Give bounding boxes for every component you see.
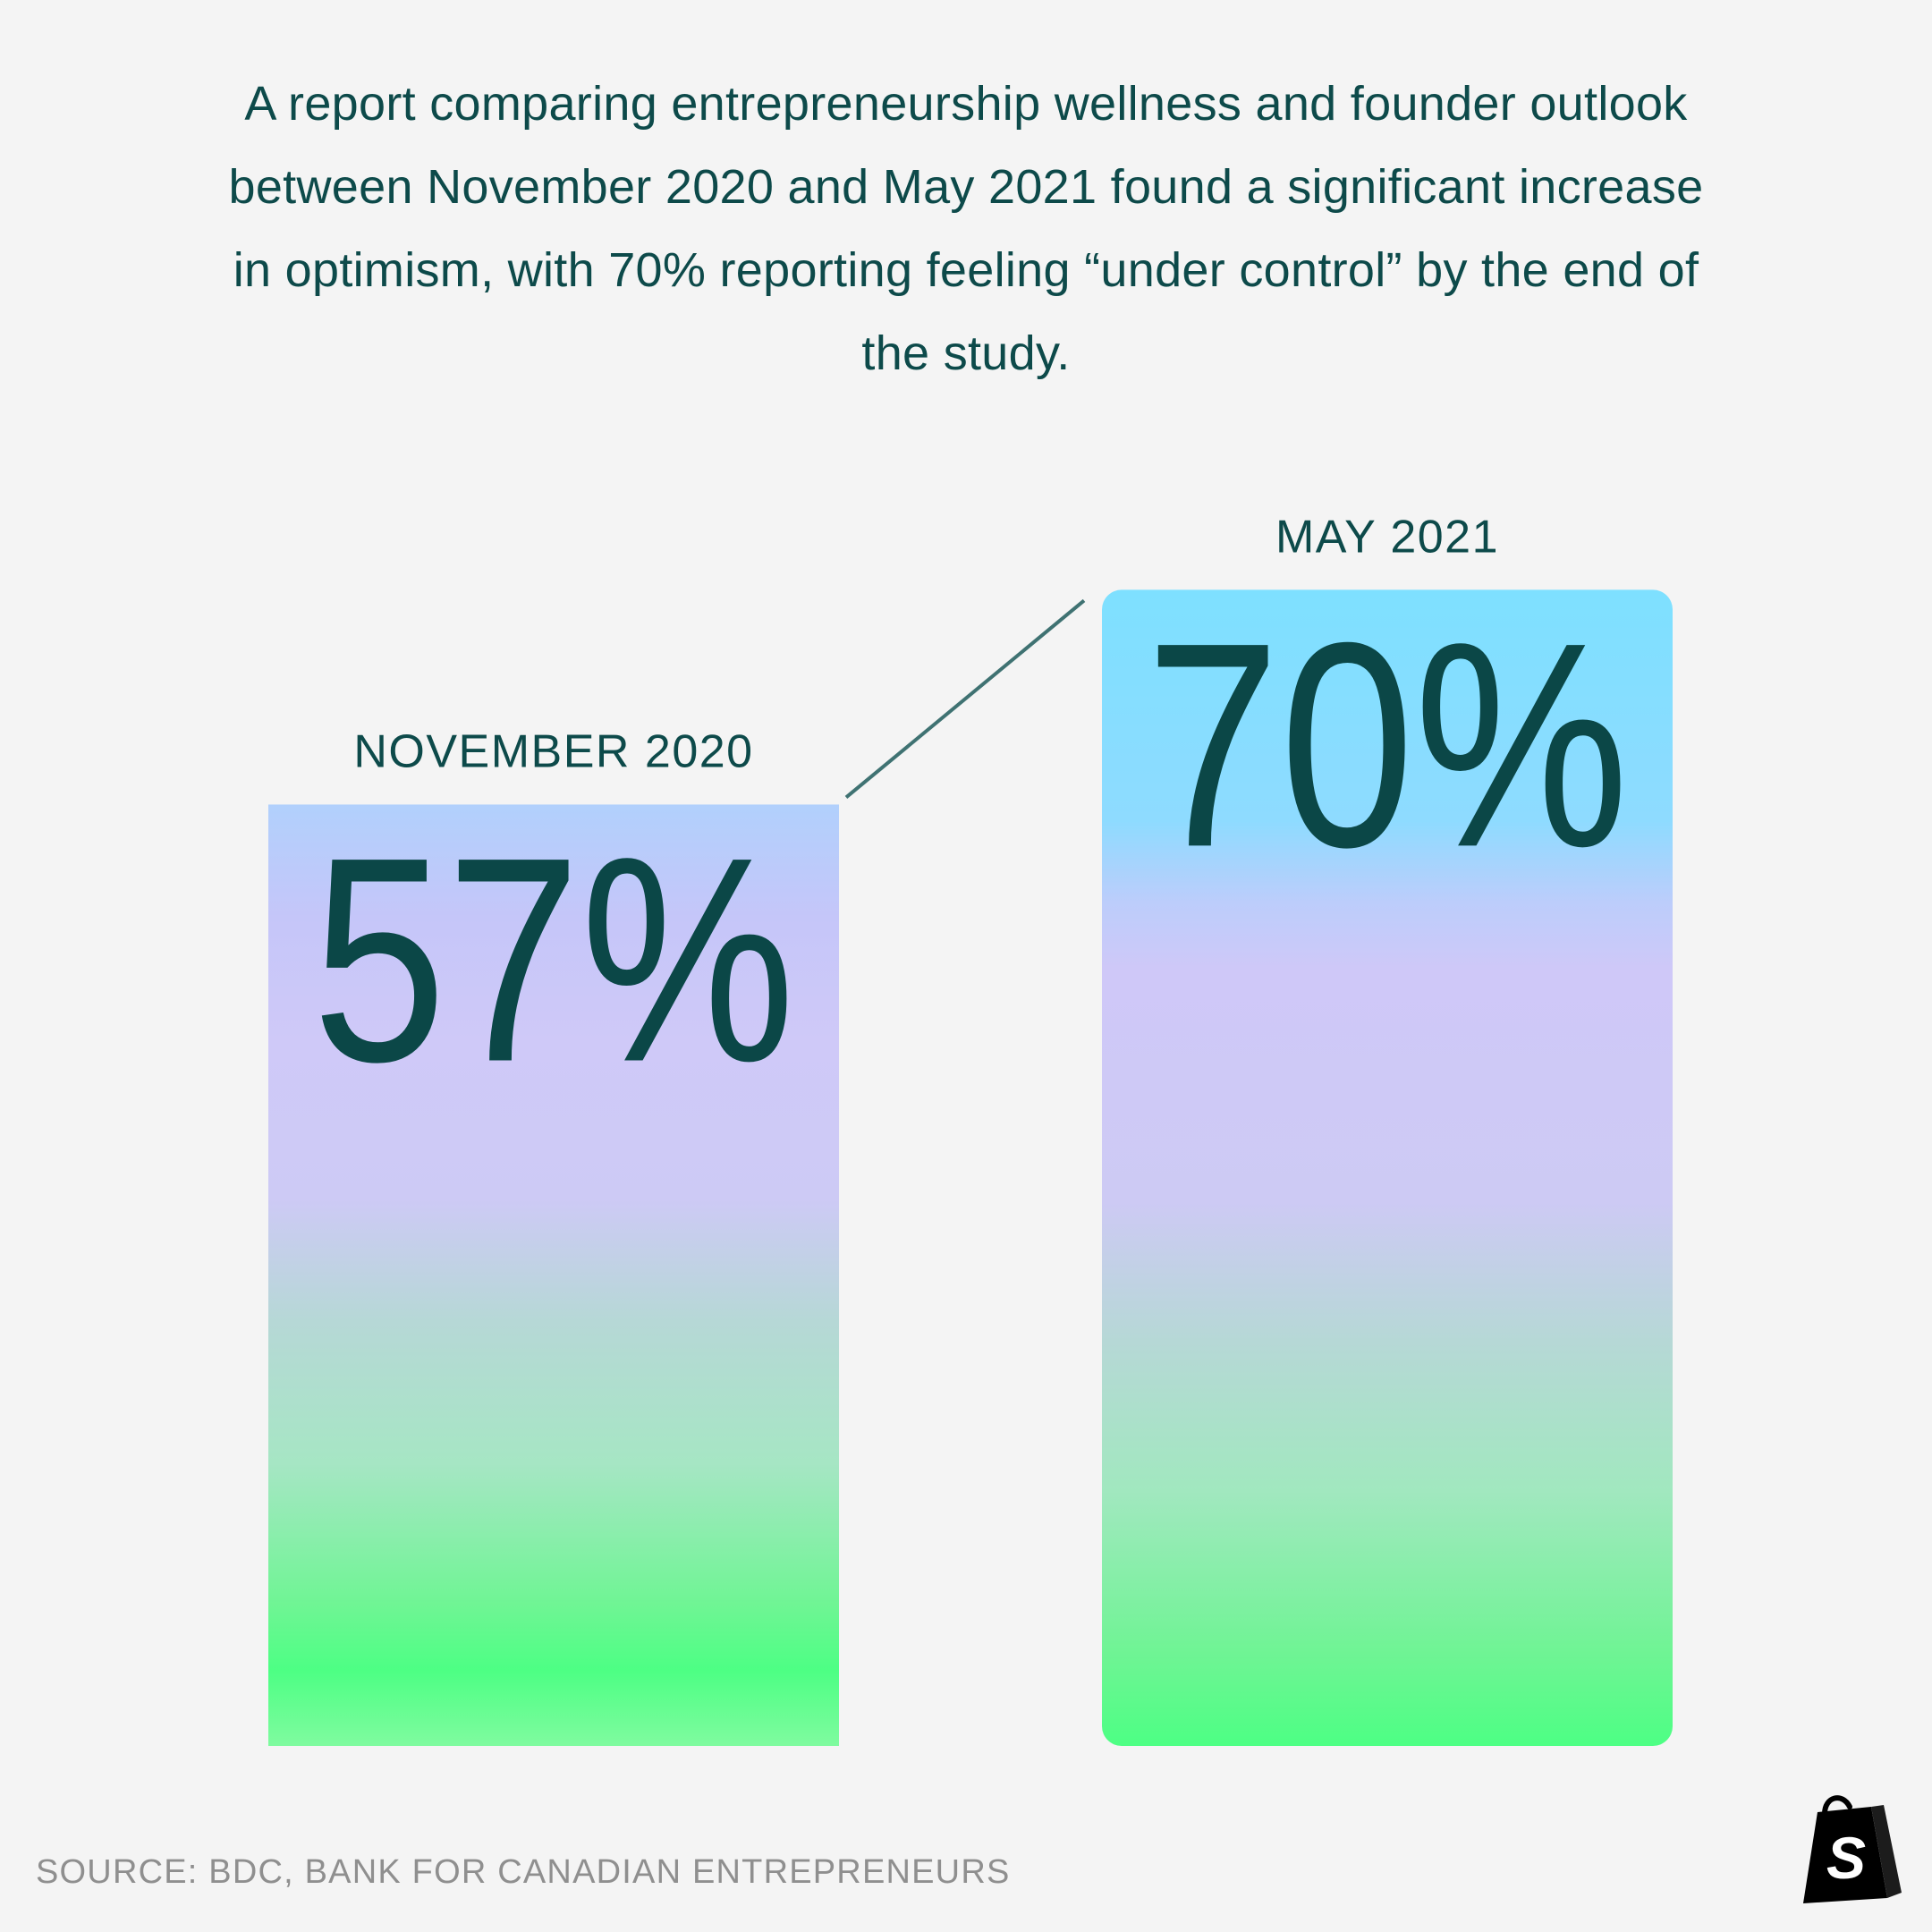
- logo-letter: S: [1826, 1825, 1866, 1891]
- connector-line: [844, 598, 1086, 800]
- bars-group: NOVEMBER 2020 57% MAY 2021 70%: [268, 511, 1673, 1746]
- description-text: A report comparing entrepreneurship well…: [228, 77, 1704, 380]
- bar-november-2020: [268, 804, 839, 1746]
- bar-may-2021: [1102, 589, 1673, 1746]
- category-label: NOVEMBER 2020: [353, 725, 753, 777]
- category-label: MAY 2021: [1275, 511, 1499, 563]
- value-label: 70%: [1146, 582, 1629, 908]
- value-label: 57%: [312, 797, 795, 1123]
- source-text: SOURCE: BDC, BANK FOR CANADIAN ENTREPREN…: [36, 1853, 1011, 1891]
- shopping-bag-logo-icon: S: [1803, 1795, 1902, 1903]
